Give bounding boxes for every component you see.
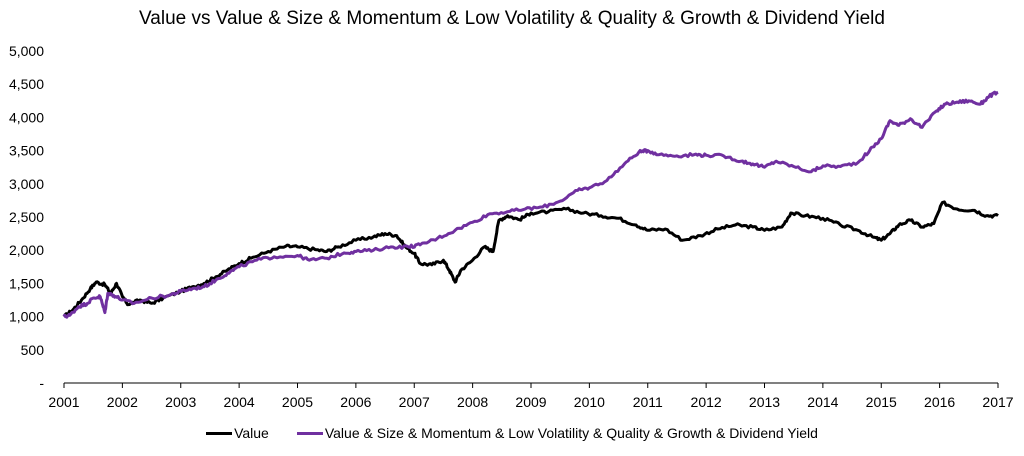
x-tick-label: 2002 xyxy=(107,394,138,410)
legend-label-multifactor: Value & Size & Momentum & Low Volatility… xyxy=(324,425,818,441)
y-tick-label: - xyxy=(39,375,44,391)
chart-title: Value vs Value & Size & Momentum & Low V… xyxy=(139,8,885,29)
y-tick-label: 2,500 xyxy=(9,209,44,225)
legend-swatch-value xyxy=(206,431,233,435)
x-tick-label: 2013 xyxy=(749,394,780,410)
y-tick-label: 1,000 xyxy=(9,309,44,325)
x-tick-label: 2016 xyxy=(924,394,955,410)
x-tick-label: 2005 xyxy=(282,394,313,410)
x-tick-label: 2004 xyxy=(224,394,255,410)
x-tick-label: 2009 xyxy=(515,394,546,410)
legend-item-multifactor: Value & Size & Momentum & Low Volatility… xyxy=(296,425,818,441)
y-tick-label: 5,000 xyxy=(9,43,44,59)
x-tick-label: 2017 xyxy=(982,394,1013,410)
y-tick-label: 1,500 xyxy=(9,275,44,291)
legend-label-value: Value xyxy=(234,425,269,441)
y-tick-label: 3,000 xyxy=(9,176,44,192)
x-tick-label: 2014 xyxy=(807,394,838,410)
x-axis-ticks: 2001 2002 2003 2004 2005 2006 2007 2008 2009 2010… xyxy=(48,383,1014,410)
legend-item-value: Value xyxy=(206,425,269,441)
series-line-multifactor xyxy=(62,90,999,319)
y-tick-label: 3,500 xyxy=(9,143,44,159)
series-group xyxy=(62,90,999,319)
y-tick-label: 4,000 xyxy=(9,109,44,125)
x-tick-label: 2008 xyxy=(457,394,488,410)
y-tick-label: 4,500 xyxy=(9,76,44,92)
x-tick-label: 2015 xyxy=(866,394,897,410)
x-tick-label: 2010 xyxy=(574,394,605,410)
legend: Value Value & Size & Momentum & Low Vola… xyxy=(0,425,1024,441)
y-tick-label: 500 xyxy=(21,342,45,358)
legend-swatch-multifactor xyxy=(296,431,323,435)
y-axis-ticks: - 500 1,000 1,500 2,000 2,500 3,000 3,500 4,000 4… xyxy=(9,43,44,391)
x-tick-label: 2012 xyxy=(691,394,722,410)
x-tick-label: 2003 xyxy=(165,394,196,410)
x-tick-label: 2011 xyxy=(633,394,663,410)
x-tick-label: 2006 xyxy=(340,394,371,410)
x-tick-label: 2001 xyxy=(48,394,79,410)
series-line-value xyxy=(62,200,999,318)
y-tick-label: 2,000 xyxy=(9,242,44,258)
x-tick-label: 2007 xyxy=(399,394,430,410)
